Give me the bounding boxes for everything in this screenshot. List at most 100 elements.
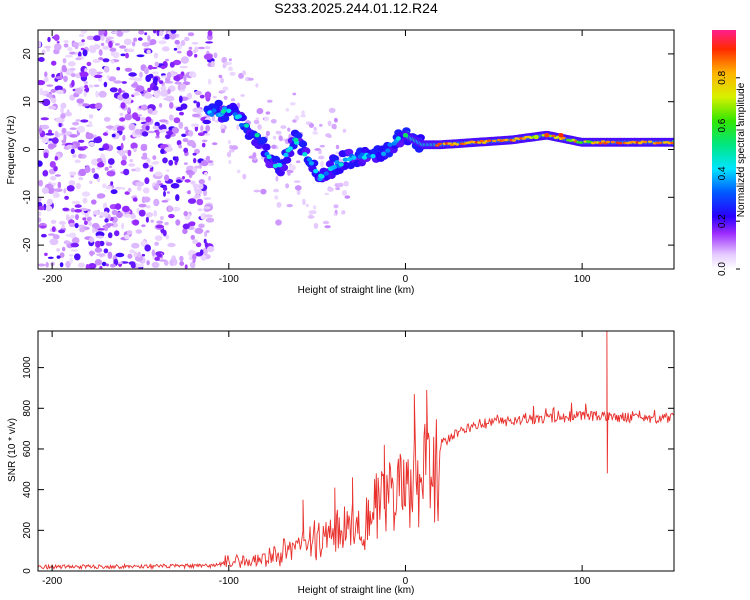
heatmap-cell [308, 210, 315, 215]
heatmap-cell [78, 153, 83, 159]
heatmap-cell [47, 256, 54, 259]
heatmap-cell [226, 108, 232, 114]
heatmap-cell [88, 237, 95, 243]
heatmap-cell [51, 226, 56, 233]
heatmap-cell [146, 49, 151, 55]
heatmap-cell [204, 46, 211, 50]
heatmap-cell [72, 42, 79, 47]
heatmap-cell [67, 61, 76, 67]
heatmap-cell [194, 165, 200, 169]
heatmap-cell [134, 77, 143, 82]
colorbar-tick-label: 0.6 [717, 118, 728, 132]
heatmap-cell [153, 198, 160, 207]
heatmap-cell [296, 160, 301, 163]
heatmap-cell [366, 153, 372, 159]
heatmap-cell [118, 261, 123, 264]
heatmap-cell [168, 159, 174, 166]
heatmap-cell [184, 126, 189, 131]
heatmap-cell [302, 198, 306, 206]
heatmap-cell [160, 148, 165, 154]
heatmap-cell [143, 187, 150, 194]
heatmap-cell [121, 81, 128, 84]
heatmap-cell [221, 56, 228, 64]
heatmap-cell [172, 71, 178, 75]
heatmap-cell [62, 58, 67, 64]
heatmap-cell [72, 121, 80, 126]
heatmap-cell [152, 30, 157, 34]
heatmap-cell [327, 187, 334, 192]
heatmap-cell [85, 213, 89, 219]
heatmap-cell [135, 229, 143, 234]
heatmap-cell [133, 147, 137, 153]
heatmap-cell [131, 168, 136, 172]
heatmap-cell [38, 179, 43, 187]
heatmap-cell [62, 207, 70, 211]
heatmap-cell [156, 129, 160, 137]
heatmap-cell [41, 136, 49, 144]
heatmap-cell [167, 205, 173, 212]
heatmap-cell [205, 155, 211, 161]
heatmap-cell [49, 238, 59, 246]
heatmap-cell [62, 246, 66, 252]
heatmap-cell [182, 228, 188, 235]
heatmap-cell [381, 151, 387, 156]
heatmap-cell [305, 203, 309, 208]
colorbar-tick-label: 0.0 [717, 262, 728, 276]
heatmap-cell [504, 138, 509, 142]
heatmap-cell [289, 102, 296, 106]
heatmap-cell [68, 180, 76, 186]
heatmap-cell [145, 125, 150, 131]
heatmap-cell [131, 242, 140, 249]
heatmap-cell [302, 152, 308, 157]
heatmap-cell [53, 34, 60, 41]
heatmap-cell [155, 224, 164, 229]
heatmap-cell [605, 140, 611, 144]
heatmap-cell [152, 85, 159, 91]
heatmap-cell [120, 102, 126, 109]
heatmap-cell [222, 86, 229, 91]
colorbar-tick-label: 0.8 [717, 70, 728, 84]
heatmap-cell [294, 115, 300, 121]
heatmap-cell [184, 264, 188, 269]
heatmap-cell [44, 45, 51, 49]
heatmap-cell [59, 72, 63, 78]
heatmap-cell [194, 227, 204, 234]
heatmap-cell [47, 233, 56, 236]
heatmap-cell [111, 31, 118, 34]
heatmap-cell [91, 222, 100, 229]
heatmap-cell [93, 84, 100, 88]
heatmap-cell [252, 152, 257, 158]
heatmap-cell [551, 134, 556, 138]
heatmap-cell [153, 210, 158, 217]
heatmap-cell [196, 198, 204, 206]
heatmap-cell [111, 133, 116, 138]
heatmap-cell [138, 30, 145, 35]
heatmap-cell [132, 197, 138, 202]
heatmap-cell [276, 201, 282, 208]
heatmap-cell [38, 211, 42, 217]
heatmap-cell [437, 142, 442, 146]
heatmap-cell [127, 187, 132, 193]
heatmap-cell [195, 242, 202, 248]
heatmap-cell [125, 52, 129, 59]
heatmap-cell [40, 124, 50, 130]
heatmap-cell [84, 166, 91, 173]
heatmap-cell [75, 51, 79, 56]
heatmap-cell [267, 99, 273, 103]
heatmap-cell [159, 80, 164, 84]
heatmap-cell [479, 139, 484, 143]
heatmap-cell [175, 219, 181, 226]
heatmap-cell [255, 117, 260, 121]
heatmap-cell [370, 154, 376, 159]
heatmap-cell [104, 225, 109, 232]
heatmap-cell [271, 144, 277, 149]
snr-series-line [38, 331, 674, 571]
heatmap-cell [119, 112, 124, 116]
heatmap-cell [254, 133, 260, 138]
heatmap-cell [38, 160, 43, 167]
heatmap-cell [240, 94, 245, 97]
heatmap-cell [338, 162, 344, 167]
heatmap-cell [175, 107, 183, 111]
heatmap-cell [318, 149, 322, 155]
